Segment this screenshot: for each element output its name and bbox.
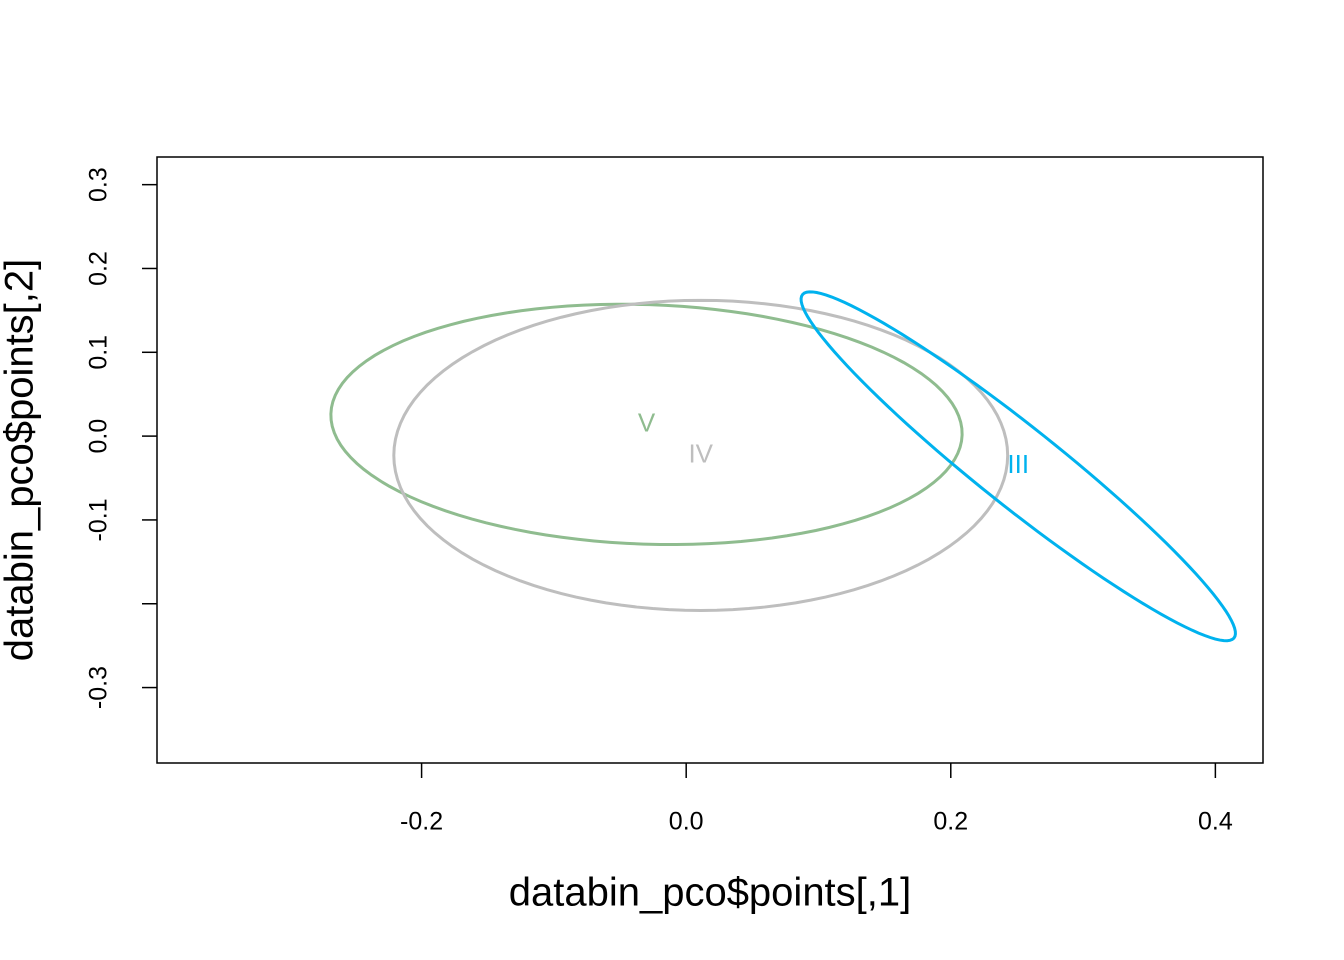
x-tick-label: 0.2 — [933, 808, 968, 836]
ellipse — [392, 298, 1010, 612]
y-tick-label: 0.0 — [85, 419, 113, 454]
x-tick-label: -0.2 — [400, 808, 443, 836]
y-tick-label: 0.1 — [85, 335, 113, 370]
y-tick-label: -0.3 — [85, 666, 113, 709]
group-label: IV — [688, 438, 713, 468]
group-label: III — [1007, 449, 1029, 479]
y-tick-label: 0.3 — [85, 167, 113, 202]
plot-frame — [156, 156, 1264, 764]
group-label: V — [638, 407, 656, 437]
x-axis-title: databin_pco$points[,1] — [509, 871, 912, 915]
ellipse — [799, 290, 1237, 643]
x-tick-label: 0.4 — [1198, 808, 1233, 836]
y-tick-label: -0.1 — [85, 498, 113, 541]
y-tick-label: 0.2 — [85, 251, 113, 286]
y-axis-title: databin_pco$points[,2] — [0, 259, 42, 662]
ellipse — [329, 302, 964, 547]
x-tick-label: 0.0 — [669, 808, 704, 836]
